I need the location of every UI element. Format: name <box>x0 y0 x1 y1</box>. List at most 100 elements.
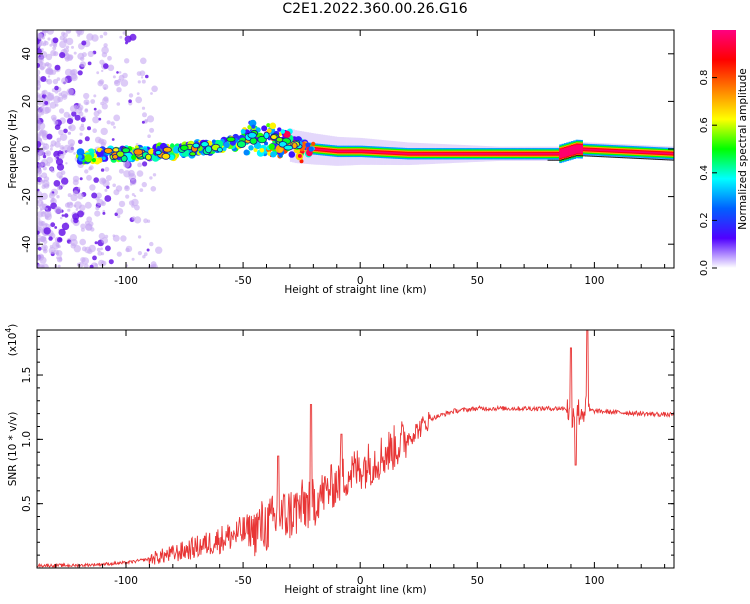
noise-blob <box>89 184 96 191</box>
noise-blob <box>84 201 92 209</box>
ridge-band <box>556 152 560 155</box>
ridge-band <box>596 149 600 151</box>
snr-plot-area <box>37 330 674 568</box>
signal-blob <box>248 145 254 151</box>
noise-blob <box>101 237 109 244</box>
noise-blob <box>103 43 108 48</box>
signal-cell <box>116 150 125 158</box>
noise-blob <box>65 53 70 57</box>
noise-blob <box>63 144 71 153</box>
noise-blob <box>40 48 44 52</box>
noise-blob <box>63 213 69 218</box>
noise-blob <box>89 264 94 268</box>
noise-blob <box>86 174 92 181</box>
noise-blob <box>77 193 84 200</box>
signal-cell <box>192 142 200 149</box>
signal-cell <box>226 136 236 142</box>
colorbar-tick-label: 0.4 <box>699 165 710 181</box>
y-tick-label: 40 <box>21 47 33 60</box>
noise-blob <box>61 183 65 187</box>
ridge-edge <box>594 155 597 157</box>
noise-blob <box>101 103 108 110</box>
ridge-edge <box>561 159 565 161</box>
noise-blob <box>37 87 40 91</box>
noise-blob <box>37 188 40 192</box>
noise-blob <box>37 33 44 40</box>
noise-blob <box>99 59 105 65</box>
noise-blob <box>136 92 140 95</box>
ridge-edge <box>636 157 640 159</box>
noise-blob <box>77 70 83 76</box>
noise-blob <box>48 192 55 199</box>
ridge-band <box>615 150 619 152</box>
ridge-band <box>624 150 628 153</box>
noise-blob <box>74 114 81 121</box>
ridge-band <box>631 150 635 153</box>
noise-blob <box>50 144 54 148</box>
colorbar-tick-label: 0.6 <box>699 117 710 133</box>
signal-blob <box>170 143 175 148</box>
ridge-band <box>570 145 574 155</box>
noise-blob <box>123 160 130 168</box>
ridge-band <box>519 152 523 155</box>
signal-blob <box>223 141 230 148</box>
x-tick-label: 50 <box>471 575 484 587</box>
ridge-edge <box>664 159 668 161</box>
signal-blob <box>84 154 93 162</box>
ridge-band <box>392 152 396 154</box>
ridge-band <box>348 150 352 153</box>
noise-blob <box>152 173 157 177</box>
ridge-band <box>388 151 391 154</box>
ridge-band <box>545 152 548 155</box>
noise-blob <box>53 120 59 125</box>
noise-blob <box>69 202 73 206</box>
noise-blob <box>90 99 96 104</box>
ridge-band <box>404 152 408 155</box>
noise-blob <box>44 210 52 218</box>
noise-blob <box>125 245 133 253</box>
noise-blob <box>146 115 155 123</box>
noise-blob <box>37 230 40 235</box>
y-tick-label: 20 <box>21 95 33 108</box>
ridge-band <box>535 152 539 155</box>
noise-blob <box>92 255 97 261</box>
signal-cell <box>180 144 189 151</box>
noise-blob <box>93 107 97 111</box>
noise-blob <box>64 202 71 208</box>
noise-blob <box>37 80 40 84</box>
colorbar-tick-label: 0.2 <box>699 212 710 228</box>
noise-blob <box>142 161 148 167</box>
signal-cell <box>270 134 278 140</box>
signal-blob <box>267 128 272 134</box>
noise-blob <box>120 235 127 242</box>
noise-blob <box>87 248 93 255</box>
noise-blob <box>41 142 46 146</box>
ridge-band <box>652 151 656 154</box>
noise-blob <box>78 103 81 106</box>
noise-blob <box>140 76 144 79</box>
ridge-band <box>573 145 576 155</box>
noise-blob <box>49 147 53 151</box>
ridge-band <box>500 152 504 155</box>
noise-blob <box>58 257 63 262</box>
noise-blob <box>143 252 148 257</box>
noise-blob <box>98 117 102 121</box>
noise-blob <box>128 93 134 98</box>
noise-blob <box>37 39 40 45</box>
noise-blob <box>104 188 108 192</box>
noise-blob <box>96 71 100 75</box>
ridge-band <box>655 152 658 154</box>
noise-blob <box>116 208 124 215</box>
ridge-band <box>585 148 588 151</box>
noise-blob <box>139 188 144 193</box>
noise-blob <box>50 114 57 121</box>
noise-blob <box>119 35 123 39</box>
noise-blob <box>47 37 51 41</box>
noise-blob <box>55 158 64 166</box>
ridge-band <box>575 144 579 154</box>
noise-blob <box>103 31 108 36</box>
ridge-edge <box>617 156 621 158</box>
noise-blob <box>107 64 115 72</box>
signal-blob <box>91 158 96 163</box>
ridge-band <box>477 152 480 155</box>
